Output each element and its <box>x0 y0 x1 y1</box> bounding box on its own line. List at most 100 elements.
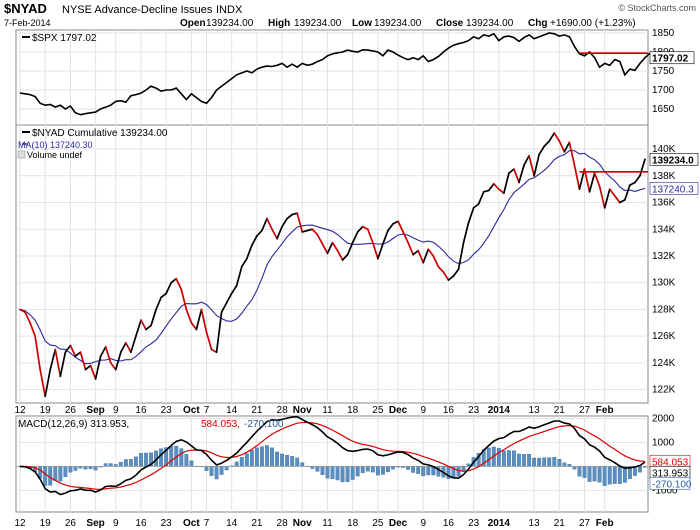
macd-line <box>19 415 646 496</box>
nyad-segment <box>130 335 137 354</box>
nyad-segment <box>629 181 636 186</box>
nyad-legend: $NYAD Cumulative 139234.00 MA(10) 137240… <box>17 128 168 160</box>
nyad-segment <box>185 308 193 324</box>
y-tick-label: 140K <box>652 144 676 155</box>
macd-hist-bar <box>134 456 138 467</box>
macd-hist-bar <box>189 460 194 467</box>
macd-hist-bar <box>265 445 269 467</box>
nyad-segment <box>44 368 52 398</box>
exchange: INDX <box>216 4 243 16</box>
x-tick-label: Dec <box>389 405 408 416</box>
nyad-segment <box>518 164 525 184</box>
nyad-segment <box>114 351 122 371</box>
nyad-segment <box>407 241 414 256</box>
x-tick-label: Sep <box>86 405 104 416</box>
x-tick-label-bottom: Feb <box>596 518 614 529</box>
macd-hist-bar <box>416 466 421 474</box>
macd-hist-bar <box>270 447 274 467</box>
macd-hist-bar <box>254 447 259 467</box>
series-layer <box>16 32 651 496</box>
x-tick-label: 14 <box>226 405 238 416</box>
x-tick-label-bottom: 9 <box>420 518 426 529</box>
macd-hist-bar <box>123 459 128 467</box>
macd-hist-bar <box>325 466 330 479</box>
open-label: Open <box>180 18 206 29</box>
macd-hist-bar <box>335 466 340 481</box>
nyad-segment <box>210 348 218 354</box>
chart-date: 7-Feb-2014 <box>4 18 51 28</box>
macd-hist-bar <box>375 466 380 476</box>
macd-legend: MACD(12,26,9) 313.953, 584.053, -270.100 <box>18 419 284 430</box>
macd-hist-bar <box>275 451 279 467</box>
nyad-segment <box>266 217 273 231</box>
nyad-segment <box>170 277 178 284</box>
nyad-segment <box>205 331 213 351</box>
nyad-segment <box>387 223 394 232</box>
nyad-segment <box>155 296 162 311</box>
nyad-segment <box>377 243 384 260</box>
x-tick-label: 27 <box>579 405 591 416</box>
nyad-segment <box>235 265 243 287</box>
spx-last-box <box>649 51 695 65</box>
y-tick-label: 126K <box>652 331 676 342</box>
macd-hist-bar <box>209 466 214 476</box>
macd-hist-bar <box>592 466 597 482</box>
nyad-segment <box>392 220 399 225</box>
macd-hist-bar <box>285 454 290 467</box>
spx-last-label: 1797.02 <box>652 54 689 65</box>
nyad-segment <box>538 145 546 156</box>
nyad-segment <box>200 308 208 334</box>
instrument-name: NYSE Advance-Decline Issues <box>62 4 213 16</box>
chg-value: +1690.00 (+1.23%) <box>550 18 636 29</box>
nyad-segment <box>84 364 92 371</box>
nyad-segment <box>618 198 626 204</box>
nyad-segment <box>452 268 460 277</box>
nyad-segment <box>613 194 621 204</box>
nyad-segment <box>165 281 173 295</box>
y-tick-label: 2000 <box>652 413 675 424</box>
close-value: 139234.00 <box>466 18 514 29</box>
macd-hist-bar <box>73 466 78 471</box>
x-tick-label-bottom: 11 <box>322 518 333 529</box>
nyad-segment <box>261 217 268 232</box>
nyad-segment <box>603 188 611 209</box>
nyad-segment <box>608 188 616 197</box>
x-tick-label-bottom: 13 <box>529 518 541 529</box>
macd-last-label: -270.100 <box>652 479 692 490</box>
nyad-segment <box>548 132 556 142</box>
nyad-segment <box>402 231 409 244</box>
nyad-segment <box>69 344 77 358</box>
macd-hist-bar <box>214 466 219 480</box>
nyad-segment <box>583 168 591 193</box>
x-tick-label: 12 <box>14 405 26 416</box>
nyad-segment <box>598 185 606 209</box>
nyad-segment <box>150 308 157 327</box>
macd-hist-bar <box>461 466 466 471</box>
macd-last-label: 313.953 <box>652 468 689 479</box>
x-tick-label: 16 <box>443 405 455 416</box>
nyad-segment <box>99 346 107 358</box>
nyad-segment <box>639 158 646 177</box>
nyad-segment <box>24 311 31 324</box>
nyad-segment <box>382 229 389 245</box>
spx-legend: $SPX 1797.02 <box>22 33 97 44</box>
nyad-segment <box>503 172 510 195</box>
nyad-segment <box>573 164 581 191</box>
macd-hist-bar <box>562 462 567 467</box>
hist-legend-text: -270.100 <box>244 419 284 430</box>
macd-hist-bar <box>532 457 537 467</box>
x-tick-label: 25 <box>372 405 384 416</box>
nyad-segment <box>417 249 425 264</box>
x-tick-label-bottom: 23 <box>161 518 173 529</box>
macd-hist-bar <box>456 466 461 477</box>
ma-last-box <box>649 182 699 195</box>
y-tick-label: 1750 <box>652 66 675 77</box>
x-tick-label: Feb <box>596 405 614 416</box>
nyad-segment <box>276 225 283 240</box>
chg-label: Chg <box>528 18 547 29</box>
nyad-segment <box>245 244 253 260</box>
nyad-segment <box>19 308 26 313</box>
macd-hist-bar <box>522 454 526 467</box>
x-tick-label-bottom: 27 <box>579 518 591 529</box>
nyad-segment <box>341 253 349 261</box>
